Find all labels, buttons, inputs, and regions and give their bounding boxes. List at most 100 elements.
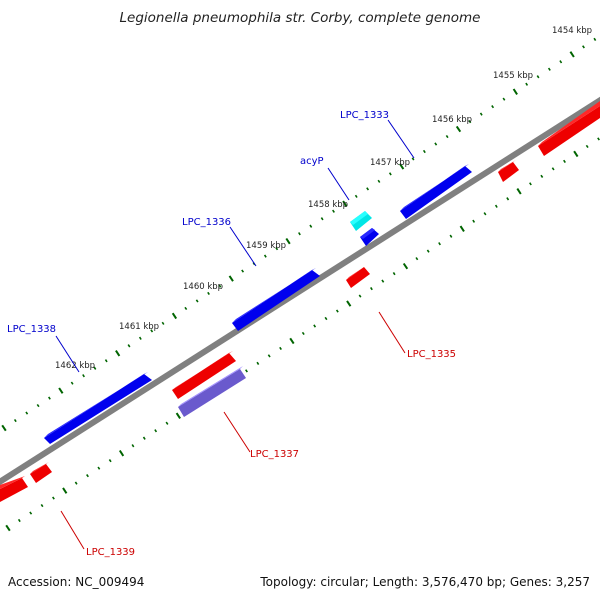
leader-acyp [327, 167, 350, 201]
gene-block-acyp[interactable] [350, 211, 372, 231]
tick-label-1456: 1456 kbp [432, 115, 472, 125]
gene-label-lpc-1337[interactable]: LPC_1337 [250, 449, 299, 460]
outer-tick-28 [320, 217, 324, 221]
inner-tick-52 [597, 137, 600, 141]
inner-tick-5 [62, 487, 68, 494]
inner-tick-8 [97, 466, 101, 470]
tick-label-1455: 1455 kbp [493, 71, 533, 81]
genome-backbone [0, 96, 600, 486]
inner-tick-39 [449, 234, 453, 238]
genome-summary-text: Topology: circular; Length: 3,576,470 bp… [260, 575, 590, 589]
inner-tick-46 [529, 182, 532, 186]
inner-tick-3 [40, 503, 44, 508]
outer-tick-5 [58, 387, 64, 394]
outer-tick-16 [184, 306, 188, 311]
inner-tick-29 [335, 309, 339, 313]
gene-block-lpc-1338[interactable] [44, 372, 152, 444]
outer-tick-52 [593, 37, 597, 42]
inner-tick-33 [381, 279, 385, 283]
outer-tick-27 [309, 224, 313, 228]
inner-tick-9 [108, 459, 112, 463]
gene-label-acyp[interactable]: acyP [300, 156, 324, 167]
inner-tick-48 [551, 167, 555, 171]
inner-tick-30 [346, 300, 352, 307]
outer-tick-31 [354, 194, 358, 198]
gene-block-lpc-1339[interactable] [30, 462, 52, 483]
gene-block-reverse-large-right[interactable] [538, 101, 600, 156]
tick-label-1457: 1457 kbp [370, 158, 410, 168]
inner-tick-15 [175, 412, 181, 419]
inner-tick-2 [29, 511, 33, 515]
inner-tick-51 [585, 144, 589, 149]
outer-tick-37 [422, 149, 426, 154]
outer-tick-49 [559, 60, 563, 64]
leader-lpc-1338 [55, 335, 80, 373]
inner-tick-26 [301, 331, 305, 336]
outer-tick-38 [434, 142, 438, 146]
outer-tick-33 [377, 179, 381, 183]
outer-tick-17 [195, 299, 199, 303]
outer-tick-25 [285, 237, 291, 245]
inner-tick-43 [494, 204, 498, 208]
gene-block-lpc-1335[interactable] [346, 265, 370, 288]
inner-tick-6 [74, 481, 78, 485]
outer-tick-47 [536, 75, 540, 79]
inner-tick-10 [118, 449, 125, 457]
outer-tick-ring [1, 37, 597, 432]
outer-tick-48 [547, 67, 551, 71]
inner-tick-32 [370, 286, 373, 291]
outer-tick-34 [388, 172, 392, 176]
tick-label-1461: 1461 kbp [119, 322, 159, 332]
gene-block-rna[interactable] [178, 366, 246, 417]
outer-tick-15 [171, 312, 178, 320]
gene-label-lpc-1339[interactable]: LPC_1339 [86, 547, 135, 558]
inner-tick-40 [459, 225, 465, 232]
inner-tick-ring [5, 137, 600, 532]
gene-label-lpc-1336[interactable]: LPC_1336 [182, 217, 231, 228]
outer-tick-32 [366, 187, 370, 191]
gene-block-lpc-1336[interactable] [232, 268, 320, 331]
outer-tick-40 [455, 125, 462, 133]
outer-tick-14 [161, 321, 165, 325]
inner-tick-27 [313, 324, 317, 328]
outer-tick-50 [569, 51, 575, 58]
outer-tick-42 [479, 112, 483, 116]
outer-tick-26 [298, 232, 301, 236]
outer-tick-36 [411, 157, 415, 161]
outer-tick-20 [228, 275, 234, 282]
gene-label-lpc-1333[interactable]: LPC_1333 [340, 110, 389, 121]
gene-block-small-forward[interactable] [360, 228, 379, 246]
inner-tick-25 [289, 337, 295, 345]
inner-tick-0 [5, 524, 11, 532]
inner-tick-4 [52, 496, 55, 500]
gene-block-lpc-1333[interactable] [400, 164, 472, 219]
inner-tick-44 [506, 197, 510, 201]
leader-lpc-1335 [378, 311, 406, 354]
outer-tick-1 [13, 418, 17, 423]
outer-tick-8 [93, 366, 97, 370]
inner-tick-31 [358, 294, 362, 298]
inner-tick-28 [324, 316, 328, 321]
gene-block-reverse-left-edge[interactable] [0, 476, 28, 502]
outer-tick-30 [342, 200, 348, 208]
outer-tick-41 [468, 119, 472, 124]
inner-tick-11 [131, 444, 135, 448]
outer-tick-35 [399, 163, 405, 170]
leader-lpc-1337 [223, 411, 251, 453]
outer-tick-2 [25, 411, 29, 415]
gene-label-lpc-1335[interactable]: LPC_1335 [407, 349, 456, 360]
gene-block-lpc-1337[interactable] [172, 351, 236, 399]
outer-tick-45 [512, 88, 518, 95]
inner-tick-12 [142, 436, 146, 440]
gene-block-reverse-small-right[interactable] [498, 160, 519, 182]
outer-tick-3 [36, 403, 40, 408]
outer-tick-9 [104, 359, 108, 363]
inner-tick-13 [154, 429, 158, 433]
inner-tick-37 [426, 249, 430, 253]
gene-label-lpc-1338[interactable]: LPC_1338 [7, 324, 56, 335]
outer-tick-29 [332, 209, 335, 213]
outer-tick-6 [70, 381, 74, 385]
outer-tick-11 [127, 344, 131, 348]
outer-tick-39 [445, 134, 449, 139]
